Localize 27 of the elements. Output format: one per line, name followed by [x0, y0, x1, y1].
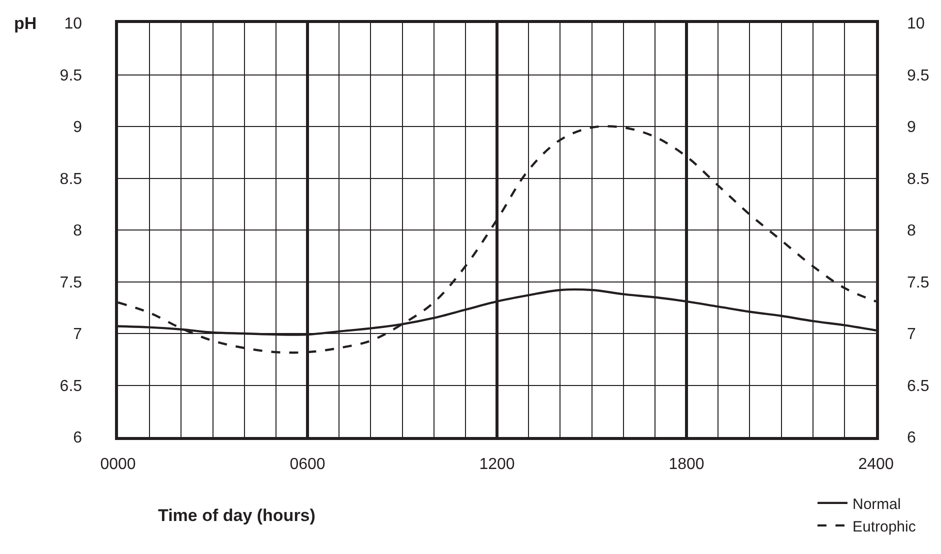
- y-tick-label: 8: [73, 222, 82, 240]
- y2-tick-label: 7.5: [907, 274, 930, 292]
- y2-tick-label: 6.5: [907, 378, 930, 395]
- y2-tick-label: 8: [907, 222, 916, 240]
- legend-label: Normal: [852, 496, 901, 513]
- y-tick-label: 6: [73, 430, 82, 447]
- y2-tick-label: 9.5: [907, 67, 930, 84]
- y-axis-title: pH: [14, 14, 37, 33]
- x-tick-label: 0000: [100, 456, 136, 473]
- legend-label: Eutrophic: [852, 518, 916, 536]
- x-tick-label: 1800: [668, 456, 704, 473]
- y-tick-label: 9.5: [60, 67, 82, 84]
- y-tick-label: 7: [73, 326, 82, 344]
- y2-tick-label: 7: [907, 326, 916, 344]
- x-tick-label: 2400: [858, 456, 894, 473]
- x-tick-label: 1200: [479, 456, 515, 473]
- y2-tick-label: 6: [907, 430, 916, 447]
- y-tick-label: 7.5: [60, 274, 82, 292]
- x-axis-title: Time of day (hours): [158, 506, 316, 525]
- y2-tick-label: 9: [907, 119, 916, 136]
- y2-tick-label: 10: [907, 16, 925, 33]
- y2-tick-label: 8.5: [907, 170, 930, 188]
- y-tick-label: 6.5: [60, 378, 82, 395]
- y-tick-label: 9: [73, 119, 82, 136]
- x-tick-label: 0600: [290, 456, 326, 473]
- y-tick-label: 8.5: [60, 170, 82, 188]
- y-tick-label: 10: [64, 16, 82, 33]
